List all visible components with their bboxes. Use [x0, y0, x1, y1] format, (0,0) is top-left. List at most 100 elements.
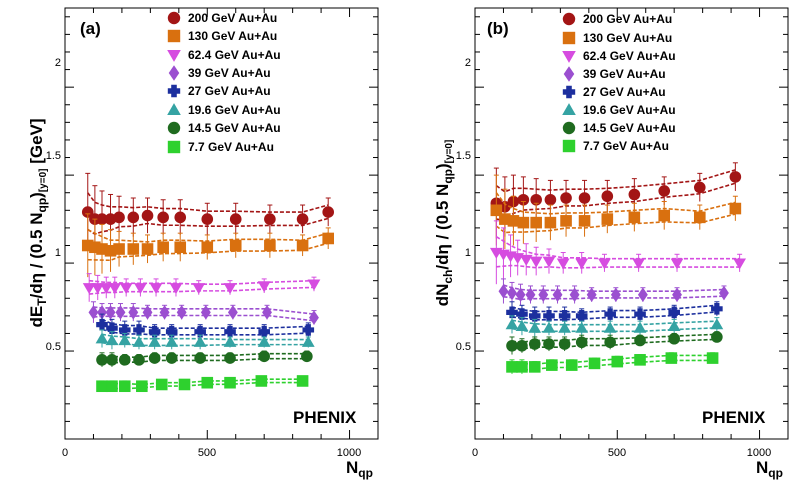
data-point	[118, 380, 131, 393]
marker-triangle-up	[528, 321, 542, 333]
legend-marker-200	[562, 12, 576, 26]
data-point	[118, 334, 132, 346]
marker-circle	[516, 339, 528, 352]
legend-label: 39 GeV Au+Au	[188, 66, 271, 80]
data-point	[148, 352, 161, 364]
panel-a: (a) dET/dη / (0.5 Nqp)[y=0] [GeV] 0 500 …	[27, 7, 379, 480]
data-point	[136, 380, 148, 393]
marker-triangle-down	[542, 256, 556, 268]
legend-marker-19	[167, 103, 181, 115]
legend-marker-200	[167, 11, 181, 25]
data-point	[711, 331, 723, 343]
data-point	[586, 287, 597, 302]
data-point	[558, 310, 571, 322]
marker-square	[255, 375, 268, 387]
marker-triangle-down	[169, 283, 183, 295]
marker-cross	[562, 85, 576, 99]
data-point	[729, 202, 742, 215]
data-point	[264, 213, 276, 225]
data-point	[113, 243, 125, 255]
x-axis-label: Nqp	[756, 458, 783, 480]
data-point	[565, 359, 578, 371]
data-point	[174, 241, 187, 254]
marker-cross	[118, 324, 131, 336]
marker-square	[665, 352, 678, 364]
legend-item: 62.4 GeV Au+Au	[562, 49, 676, 63]
x-axis-label: Nqp	[346, 458, 373, 480]
marker-square	[113, 243, 125, 255]
data-point	[530, 193, 542, 206]
legend-marker-27	[167, 84, 181, 98]
marker-circle	[562, 12, 576, 26]
marker-triangle-up	[710, 318, 724, 330]
marker-square	[565, 359, 578, 371]
legend-label: 200 GeV Au+Au	[188, 11, 277, 25]
data-point	[97, 305, 107, 320]
band-lower	[101, 357, 307, 364]
phenix-label: PHENIX	[702, 408, 766, 427]
data-point	[96, 354, 108, 366]
marker-circle	[201, 213, 214, 225]
marker-diamond	[128, 305, 139, 320]
data-point	[506, 306, 518, 319]
marker-circle	[301, 350, 313, 363]
marker-triangle-down	[562, 51, 576, 63]
band-upper	[511, 354, 713, 366]
data-point	[224, 352, 236, 364]
axis-ticks	[64, 8, 379, 440]
marker-circle	[658, 185, 671, 197]
legend-marker-19	[562, 103, 576, 115]
marker-triangle-down	[223, 283, 237, 295]
marker-circle	[711, 331, 723, 343]
data-point	[668, 332, 680, 345]
marker-triangle-up	[95, 332, 109, 344]
marker-square	[141, 243, 154, 255]
data-point	[710, 318, 724, 330]
data-point	[134, 283, 147, 295]
data-point	[637, 287, 648, 302]
data-point	[262, 305, 272, 320]
marker-circle	[634, 334, 646, 347]
y-tick-label: 0.5	[456, 341, 471, 353]
data-point	[610, 287, 621, 302]
marker-square	[167, 29, 181, 43]
marker-triangle-down	[575, 258, 589, 270]
marker-cross	[224, 325, 236, 338]
data-point	[141, 209, 154, 222]
legend-label: 14.5 GeV Au+Au	[583, 121, 676, 135]
panel-b: (b) dNch/dη / (0.5 Nqp)[y=0] 0 500 1000 …	[433, 7, 789, 480]
data-point	[89, 241, 101, 254]
y-axis-label: dET/dη / (0.5 Nqp)[y=0] [GeV]	[27, 118, 49, 327]
legend-label: 200 GeV Au+Au	[583, 12, 672, 26]
data-point	[141, 243, 154, 255]
data-point	[309, 310, 319, 325]
data-point	[665, 352, 678, 364]
marker-diamond	[610, 287, 621, 302]
data-point	[634, 334, 646, 347]
data-point	[224, 325, 236, 338]
legend-marker-39	[168, 65, 180, 81]
legend-label: 14.5 GeV Au+Au	[188, 121, 281, 135]
marker-square	[658, 209, 671, 222]
marker-square	[81, 239, 94, 252]
marker-triangle-up	[148, 335, 162, 347]
phenix-label: PHENIX	[293, 408, 357, 427]
data-point	[516, 308, 528, 320]
marker-square	[89, 241, 101, 254]
band-upper	[495, 236, 740, 260]
legend: 200 GeV Au+Au 130 GeV Au+Au 62.4 GeV Au+…	[167, 11, 281, 154]
data-point	[264, 239, 276, 252]
marker-square	[136, 380, 148, 393]
marker-square	[506, 361, 518, 373]
marker-triangle-down	[82, 283, 96, 295]
data-point	[132, 335, 146, 347]
series-layer	[489, 162, 747, 374]
marker-circle	[118, 354, 131, 366]
marker-circle	[693, 181, 706, 194]
marker-triangle-down	[598, 258, 611, 270]
data-point	[603, 321, 617, 333]
data-point	[538, 287, 549, 302]
marker-circle	[165, 352, 178, 364]
series-14-5	[506, 331, 723, 355]
legend-label: 7.7 GeV Au+Au	[583, 139, 669, 153]
